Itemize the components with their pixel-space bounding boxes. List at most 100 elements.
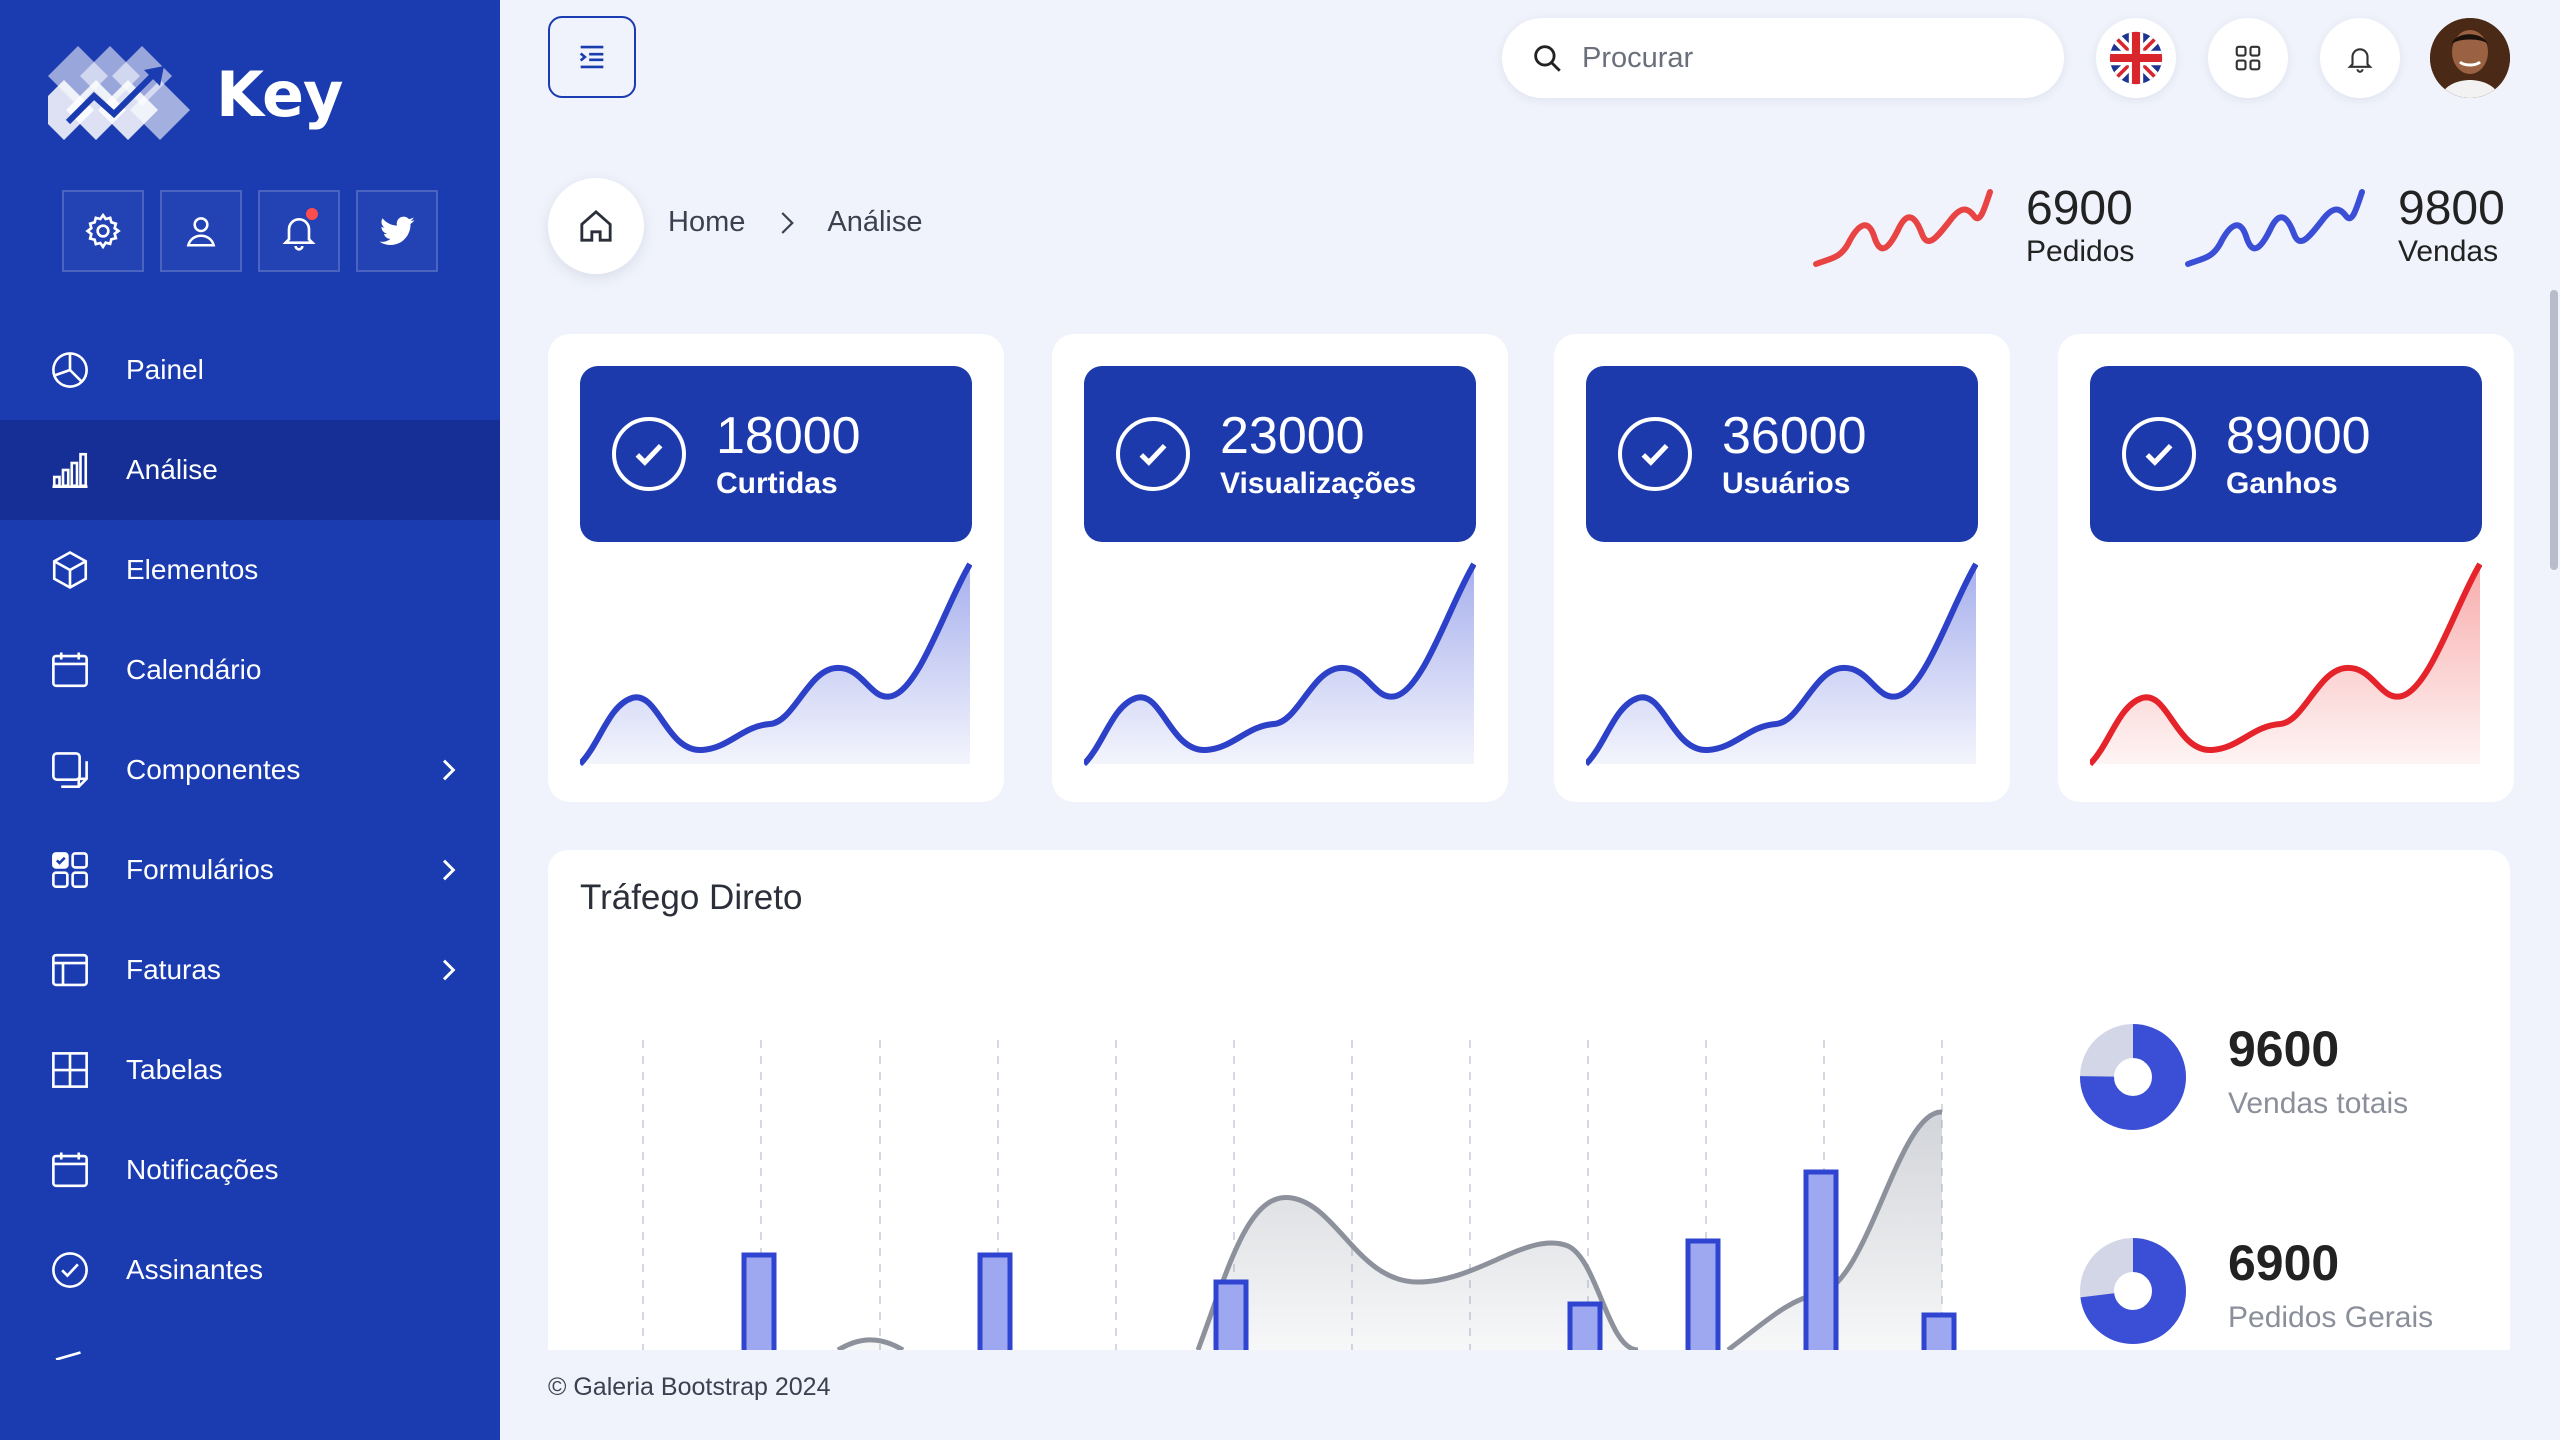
mini-stat-label: Vendas xyxy=(2398,235,2499,269)
stat-card-header: 36000 Usuários xyxy=(1586,366,1978,542)
donut-stat-value: 9600 xyxy=(2228,1021,2340,1077)
pages-icon xyxy=(48,748,92,792)
language-button[interactable] xyxy=(2096,18,2176,98)
breadcrumb-current: Análise xyxy=(827,206,923,238)
sidebar-item-label: Notificações xyxy=(126,1154,279,1185)
sidebar-item-componentes[interactable]: Componentes xyxy=(0,720,500,820)
brand-logo[interactable]: Key xyxy=(48,46,343,142)
check-circle-icon xyxy=(2122,417,2196,491)
brand-name: Key xyxy=(216,57,343,131)
sidebar-item-partial[interactable] xyxy=(0,1320,500,1360)
stat-card-value: 36000 xyxy=(1722,407,1867,466)
traffic-bars xyxy=(741,1169,1957,1350)
layout-icon xyxy=(48,948,92,992)
partial-icon xyxy=(48,1348,92,1360)
sidebar-item-label: Calendário xyxy=(126,654,262,685)
breadcrumb: Home Análise xyxy=(668,206,922,239)
stat-card-area-chart xyxy=(1586,562,1978,767)
page-scrollbar[interactable] xyxy=(2550,290,2558,570)
notification-dot xyxy=(306,208,318,220)
check-circle-icon xyxy=(1618,417,1692,491)
stat-card-label: Visualizações xyxy=(1220,466,1417,500)
stat-card-area-chart xyxy=(2090,562,2482,767)
user-icon xyxy=(186,217,216,247)
avatar[interactable] xyxy=(2430,18,2510,98)
donut-chart xyxy=(2080,1238,2186,1344)
logo-icon xyxy=(48,46,190,140)
uk-flag-icon xyxy=(2109,31,2163,85)
sidebar-item-calendario[interactable]: Calendário xyxy=(0,620,500,720)
sidebar-item-label: Assinantes xyxy=(126,1254,263,1285)
search-input[interactable] xyxy=(1582,41,2022,75)
donut-stat-pedidos: 6900 Pedidos Gerais xyxy=(2078,1236,2433,1346)
menu-indent-icon xyxy=(579,45,604,69)
notifications-button[interactable] xyxy=(258,190,340,272)
apps-button[interactable] xyxy=(2208,18,2288,98)
topbar-notifications-button[interactable] xyxy=(2320,18,2400,98)
sidebar-item-label: Análise xyxy=(126,454,218,485)
check-circle-icon xyxy=(1116,417,1190,491)
breadcrumb-home-link[interactable]: Home xyxy=(668,206,746,238)
calendar-icon xyxy=(48,648,92,692)
sidebar-item-analise[interactable]: Análise xyxy=(0,420,500,520)
sidebar-item-assinantes[interactable]: Assinantes xyxy=(0,1220,500,1320)
stat-card-header: 89000 Ganhos xyxy=(2090,366,2482,542)
sidebar-item-label: Faturas xyxy=(126,954,221,985)
sidebar-item-painel[interactable]: Painel xyxy=(0,320,500,420)
calendar-icon xyxy=(48,1148,92,1192)
sidebar-item-label: Formulários xyxy=(126,854,274,885)
bar-chart-icon xyxy=(48,448,92,492)
chevron-right-icon xyxy=(442,759,456,781)
table-icon xyxy=(48,1048,92,1092)
profile-button[interactable] xyxy=(160,190,242,272)
chevron-right-icon xyxy=(771,208,801,238)
bell-icon xyxy=(2347,48,2373,73)
stat-card-label: Usuários xyxy=(1722,466,1851,500)
stat-card-header: 18000 Curtidas xyxy=(580,366,972,542)
chevron-right-icon xyxy=(442,959,456,981)
twitter-icon xyxy=(379,216,415,245)
donut-stat-vendas: 9600 Vendas totais xyxy=(2078,1022,2408,1132)
donut-stat-label: Vendas totais xyxy=(2228,1087,2409,1120)
sidebar-item-label: Painel xyxy=(126,354,204,385)
chevron-right-icon xyxy=(442,859,456,881)
stat-card-header: 23000 Visualizações xyxy=(1084,366,1476,542)
sidebar-item-notificacoes[interactable]: Notificações xyxy=(0,1120,500,1220)
sidebar-item-elementos[interactable]: Elementos xyxy=(0,520,500,620)
twitter-button[interactable] xyxy=(356,190,438,272)
home-icon xyxy=(580,209,612,242)
quick-actions xyxy=(62,190,438,272)
traffic-chart xyxy=(642,1040,1957,1350)
search-icon xyxy=(1534,45,1561,72)
sidebar-item-formularios[interactable]: Formulários xyxy=(0,820,500,920)
traffic-title: Tráfego Direto xyxy=(580,878,803,917)
pie-chart-icon xyxy=(48,348,92,392)
sparkline-red xyxy=(1813,189,1993,267)
sidebar-item-label: Tabelas xyxy=(126,1054,223,1085)
stat-card-value: 18000 xyxy=(716,407,861,466)
mini-stat-value: 6900 xyxy=(2026,181,2133,235)
home-button[interactable] xyxy=(548,178,644,274)
footer-copyright: © Galeria Bootstrap 2024 xyxy=(548,1373,831,1401)
stat-card-label: Ganhos xyxy=(2226,466,2338,500)
stat-card-usuarios: 36000 Usuários xyxy=(1554,334,2010,802)
donut-stat-label: Pedidos Gerais xyxy=(2228,1301,2434,1334)
check-circle-icon xyxy=(48,1248,92,1292)
user-photo-icon xyxy=(2430,18,2510,98)
sidebar-nav: Painel Análise Elementos Calendário Comp… xyxy=(0,320,500,1360)
sidebar-item-label: Elementos xyxy=(126,554,259,585)
stat-card-label: Curtidas xyxy=(716,466,838,500)
stat-card-area-chart xyxy=(580,562,972,767)
grid-check-icon xyxy=(48,848,92,892)
stat-card-value: 89000 xyxy=(2226,407,2371,466)
sidebar: Key xyxy=(0,0,500,1440)
mini-stat-vendas: 9800 Vendas xyxy=(2184,178,2505,274)
stat-card-visualizacoes: 23000 Visualizações xyxy=(1052,334,1508,802)
menu-toggle-button[interactable] xyxy=(548,16,636,98)
sidebar-item-tabelas[interactable]: Tabelas xyxy=(0,1020,500,1120)
traffic-panel: Tráfego Direto xyxy=(548,850,2510,1350)
mini-stat-value: 9800 xyxy=(2398,181,2505,235)
sidebar-item-faturas[interactable]: Faturas xyxy=(0,920,500,1020)
settings-button[interactable] xyxy=(62,190,144,272)
search-bar[interactable] xyxy=(1502,18,2064,98)
